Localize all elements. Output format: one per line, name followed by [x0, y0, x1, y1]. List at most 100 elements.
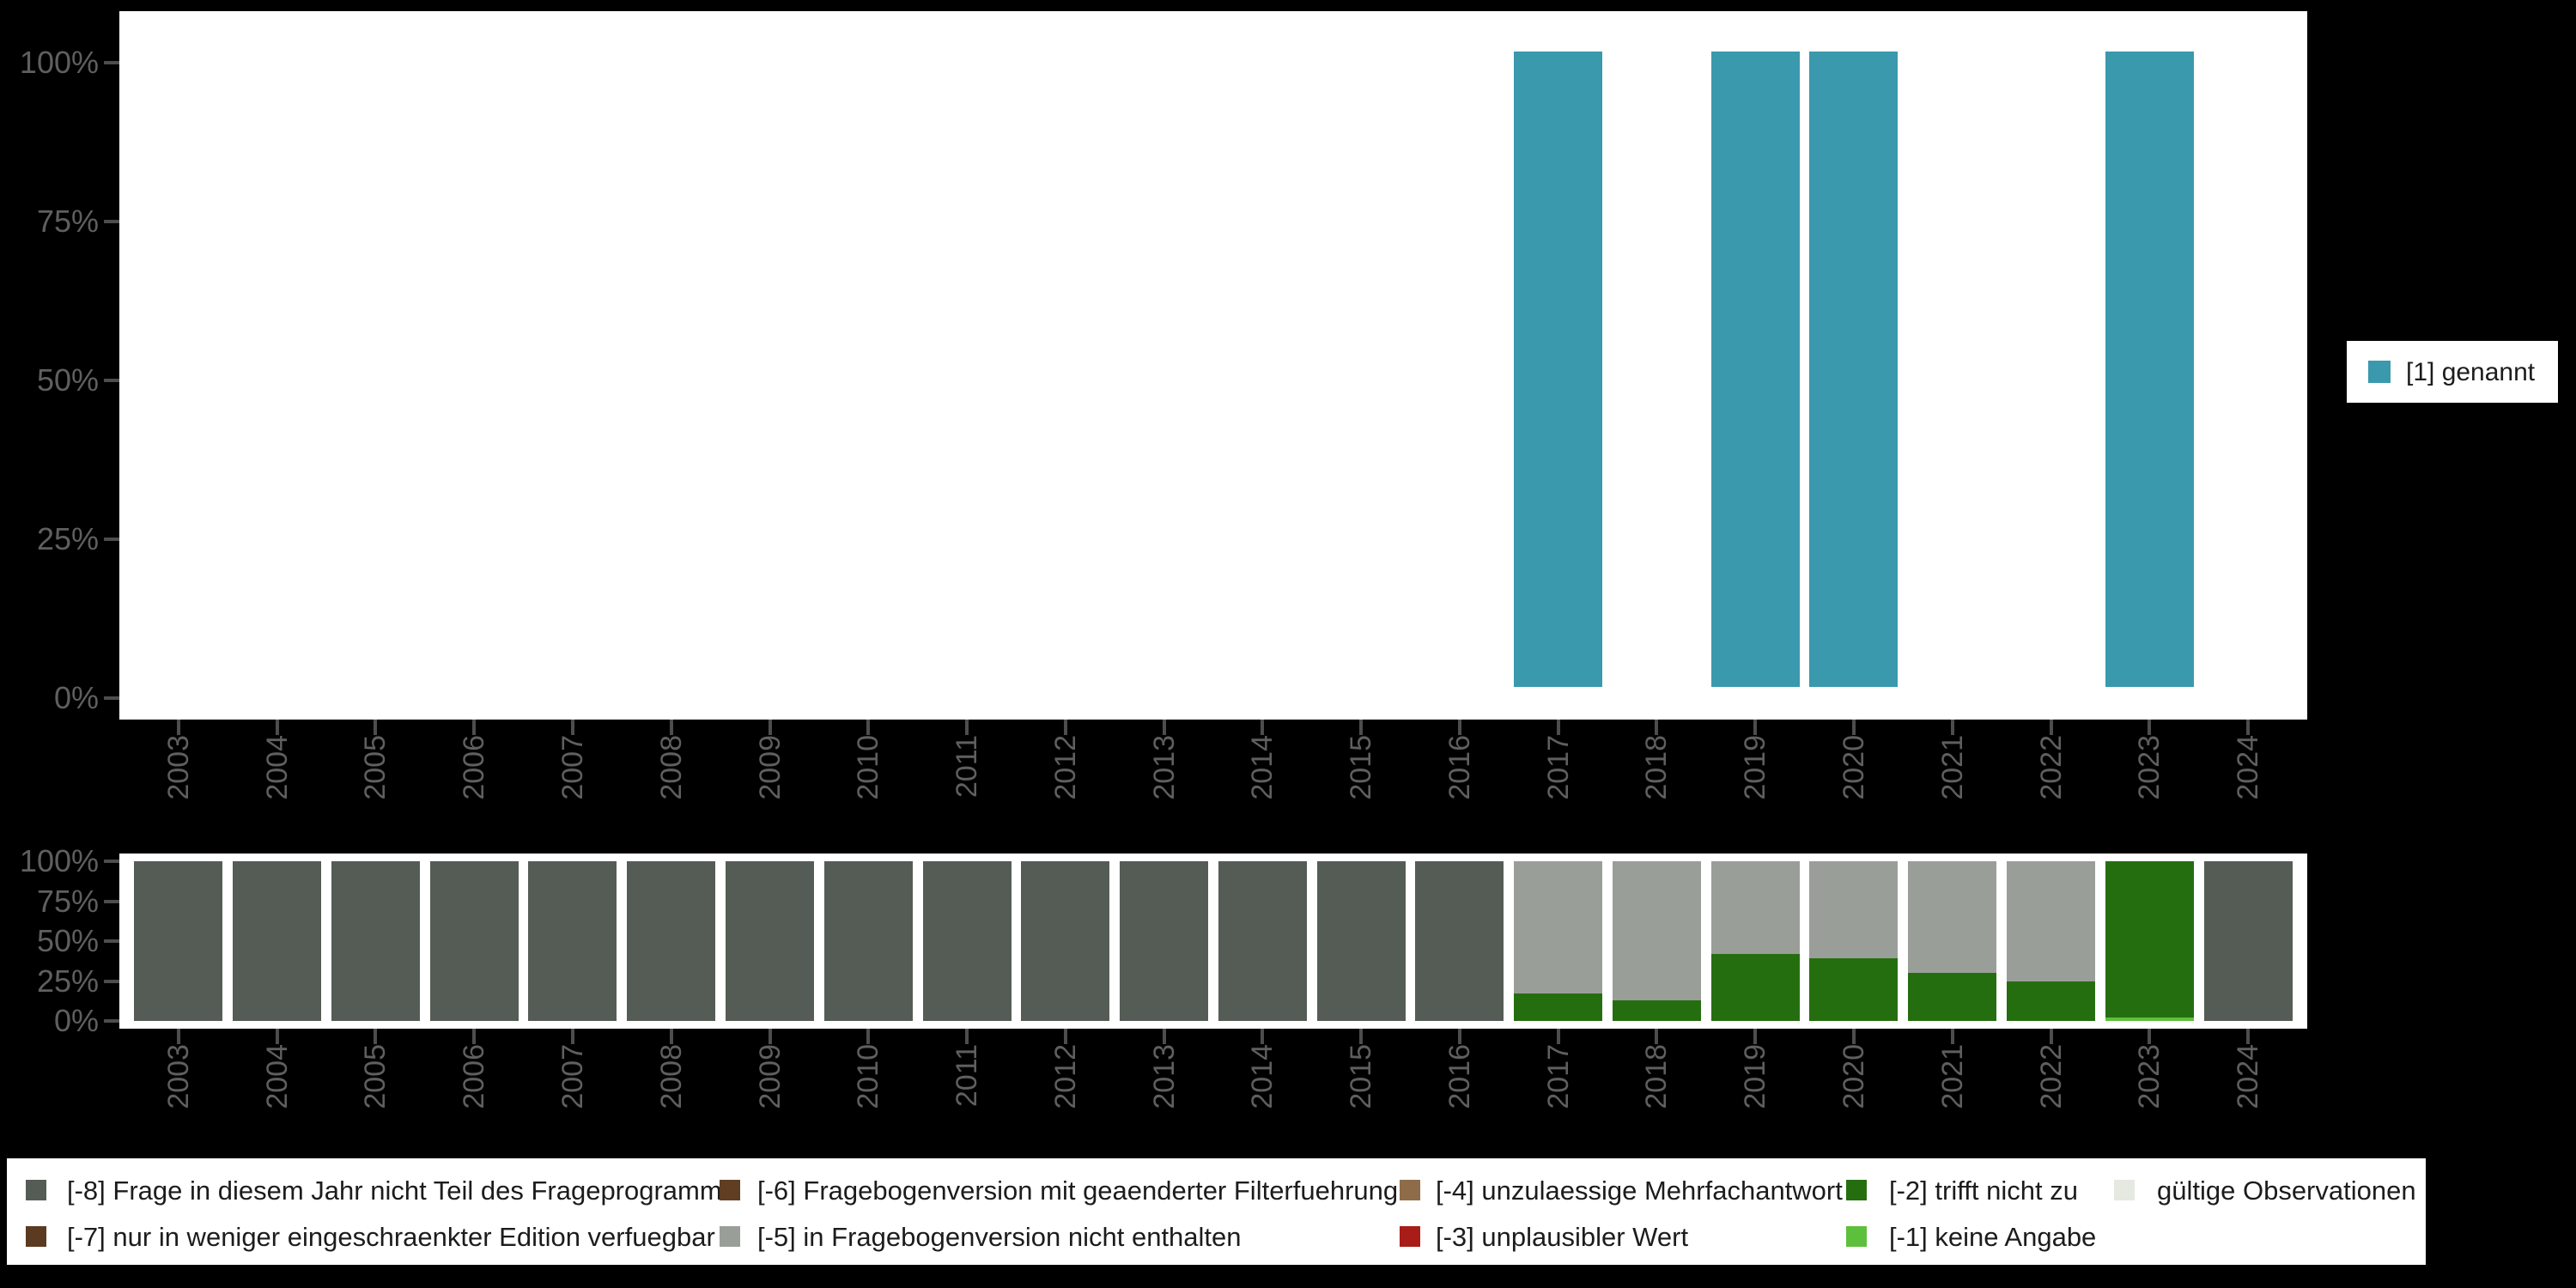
missing-seg-2019--2 [1710, 953, 1800, 1021]
missing-seg-2023--2 [2105, 861, 2194, 1018]
bottom-xtick-2017 [1556, 1029, 1560, 1044]
top-ylabel-0%: 0% [53, 680, 99, 715]
top-year-label-2013: 2013 [1147, 735, 1181, 800]
bottom-year-label-2014: 2014 [1246, 1044, 1279, 1109]
bottom-ylabel-100%: 100% [19, 843, 99, 878]
minus6-legend-swatch [720, 1180, 740, 1200]
bottom-year-label-2005: 2005 [359, 1044, 392, 1109]
missing-bar-2022 [2007, 861, 2096, 1021]
top-xtick-2023 [2148, 720, 2152, 735]
bottom-year-label-2022: 2022 [2034, 1044, 2068, 1109]
missing-bar-2023 [2105, 861, 2194, 1021]
minus4-legend-swatch [1400, 1180, 1420, 1200]
missing-seg-2021--2 [1908, 973, 1997, 1021]
bottom-xtick-2012 [1063, 1029, 1067, 1044]
bottom-year-label-2010: 2010 [852, 1044, 885, 1109]
top-xtick-2024 [2246, 720, 2251, 735]
missing-bar-2006 [429, 861, 519, 1021]
minus8-legend-label: [-8] Frage in diesem Jahr nicht Teil des… [67, 1175, 736, 1206]
bottom-ytick-100% [104, 860, 119, 863]
top-xtick-2009 [768, 720, 772, 735]
minus4-legend-label: [-4] unzulaessige Mehrfachantwort [1436, 1175, 1843, 1206]
bottom-year-label-2008: 2008 [654, 1044, 688, 1109]
top-xtick-2016 [1457, 720, 1461, 735]
missing-seg-2003--8 [134, 861, 223, 1021]
minus5-legend-swatch [720, 1226, 740, 1247]
bottom-ytick-25% [104, 979, 119, 983]
legend-item-minus4: [-4] unzulaessige Mehrfachantwort [1400, 1175, 1843, 1206]
bottom-ylabel-25%: 25% [36, 963, 99, 999]
bottom-xtick-2006 [472, 1029, 477, 1044]
minus3-legend-label: [-3] unplausibler Wert [1436, 1221, 1689, 1252]
bottom-ylabel-75%: 75% [36, 883, 99, 919]
genannt-legend-swatch [2368, 361, 2391, 383]
missing-bar-2021 [1908, 861, 1997, 1021]
minus2-legend-label: [-2] trifft nicht zu [1889, 1175, 2078, 1206]
missing-seg-2017--5 [1514, 861, 1603, 994]
top-year-label-2016: 2016 [1443, 735, 1476, 800]
bottom-year-label-2007: 2007 [556, 1044, 589, 1109]
bottom-ylabel-0%: 0% [53, 1003, 99, 1038]
top-year-label-2004: 2004 [260, 735, 294, 800]
missing-seg-2019--5 [1710, 861, 1800, 954]
bottom-xtick-2005 [374, 1029, 378, 1044]
missing-seg-2011--8 [922, 861, 1012, 1021]
top-year-label-2022: 2022 [2034, 735, 2068, 800]
valid-legend-swatch [2114, 1180, 2135, 1200]
value-distribution-plot-area [119, 11, 2307, 720]
missing-seg-2007--8 [528, 861, 617, 1021]
missing-seg-2018--5 [1612, 861, 1701, 1000]
top-year-label-2024: 2024 [2232, 735, 2265, 800]
bottom-xtick-2018 [1655, 1029, 1659, 1044]
missing-seg-2020--2 [1809, 958, 1899, 1021]
bottom-xtick-2010 [866, 1029, 871, 1044]
bottom-xtick-2020 [1851, 1029, 1856, 1044]
bottom-xtick-2021 [1950, 1029, 1954, 1044]
top-xtick-2020 [1851, 720, 1856, 735]
missing-bar-2017 [1514, 861, 1603, 1021]
top-xtick-2014 [1261, 720, 1265, 735]
top-ylabel-100%: 100% [19, 45, 99, 80]
bottom-ytick-75% [104, 899, 119, 903]
missing-bar-2020 [1809, 861, 1899, 1021]
missing-seg-2018--2 [1612, 999, 1701, 1021]
top-year-label-2021: 2021 [1935, 735, 1969, 800]
value-bar-2017 [1514, 52, 1603, 687]
top-ylabel-25%: 25% [36, 521, 99, 556]
missing-bar-2010 [823, 861, 913, 1021]
minus5-legend-label: [-5] in Fragebogenversion nicht enthalte… [757, 1221, 1242, 1252]
value-bar-2023 [2105, 52, 2194, 687]
minus8-legend-swatch [26, 1180, 46, 1200]
bottom-xtick-2011 [965, 1029, 969, 1044]
missing-seg-2020--5 [1809, 861, 1899, 959]
top-year-label-2018: 2018 [1640, 735, 1674, 800]
missing-seg-2021--5 [1908, 861, 1997, 974]
bottom-ytick-50% [104, 939, 119, 943]
missing-bar-2018 [1612, 861, 1701, 1021]
bottom-year-label-2003: 2003 [161, 1044, 195, 1109]
missing-bar-2024 [2203, 861, 2293, 1021]
top-year-label-2011: 2011 [951, 735, 984, 799]
top-xtick-2003 [176, 720, 180, 735]
bottom-xtick-2009 [768, 1029, 772, 1044]
bottom-year-label-2004: 2004 [260, 1044, 294, 1109]
value-bar-2019 [1710, 52, 1800, 687]
bottom-year-label-2020: 2020 [1837, 1044, 1870, 1109]
bottom-year-label-2018: 2018 [1640, 1044, 1674, 1109]
value-legend: [1] genannt [2347, 341, 2558, 403]
top-xtick-2005 [374, 720, 378, 735]
legend-item-valid: gültige Observationen [2114, 1177, 2416, 1204]
top-xtick-2015 [1359, 720, 1364, 735]
missing-seg-2014--8 [1218, 861, 1307, 1021]
bottom-xtick-2019 [1753, 1029, 1758, 1044]
minus7-legend-label: [-7] nur in weniger eingeschraenkter Edi… [67, 1221, 715, 1252]
missing-seg-2022--5 [2007, 861, 2096, 981]
bottom-year-label-2015: 2015 [1345, 1044, 1378, 1109]
missing-seg-2013--8 [1120, 861, 1209, 1021]
top-ytick-25% [104, 538, 119, 541]
missing-bar-2015 [1316, 861, 1406, 1021]
bottom-xtick-2014 [1261, 1029, 1265, 1044]
missing-seg-2016--8 [1415, 861, 1504, 1021]
bottom-xtick-2016 [1457, 1029, 1461, 1044]
